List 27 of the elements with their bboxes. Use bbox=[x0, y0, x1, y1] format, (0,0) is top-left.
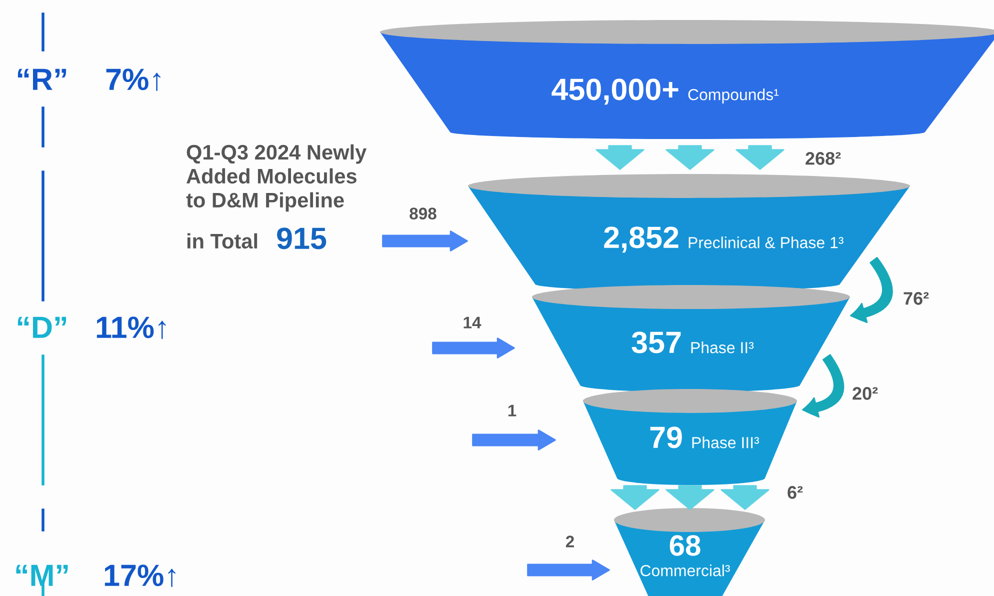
category-label: Phase II³ bbox=[691, 342, 754, 354]
data-label: 79 bbox=[650, 426, 682, 448]
text: 7%↑ bbox=[106, 68, 160, 91]
text: Q1-Q3 2024 Newly Added Molecules to D&M Pipeline bbox=[186, 144, 367, 212]
text: 14 bbox=[464, 316, 482, 328]
text: 1 bbox=[508, 404, 516, 416]
category-label: Phase III³ bbox=[692, 436, 760, 448]
data-label: 357 bbox=[632, 332, 681, 354]
text: 20² bbox=[852, 387, 878, 400]
text: 268² bbox=[806, 152, 841, 165]
text: 2 bbox=[566, 536, 574, 548]
text: “R” bbox=[18, 68, 66, 90]
data-label: 450,000+ bbox=[552, 78, 678, 105]
text: “D” bbox=[18, 316, 66, 338]
data-label: 2,852 bbox=[604, 226, 678, 253]
text: 915 bbox=[277, 228, 326, 250]
text: “M” bbox=[16, 564, 68, 586]
category-label: Preclinical & Phase 1³ bbox=[688, 236, 844, 248]
text: 6² bbox=[788, 486, 803, 499]
text: 76² bbox=[904, 292, 929, 305]
text: 11%↑ bbox=[96, 316, 166, 339]
data-label: 68 bbox=[670, 535, 700, 556]
text: in Total bbox=[187, 233, 258, 249]
category-label: Commercial³ bbox=[640, 564, 730, 576]
text: 17%↑ bbox=[104, 564, 176, 587]
category-label: Compounds¹ bbox=[688, 88, 779, 104]
text: 898 bbox=[410, 208, 436, 220]
